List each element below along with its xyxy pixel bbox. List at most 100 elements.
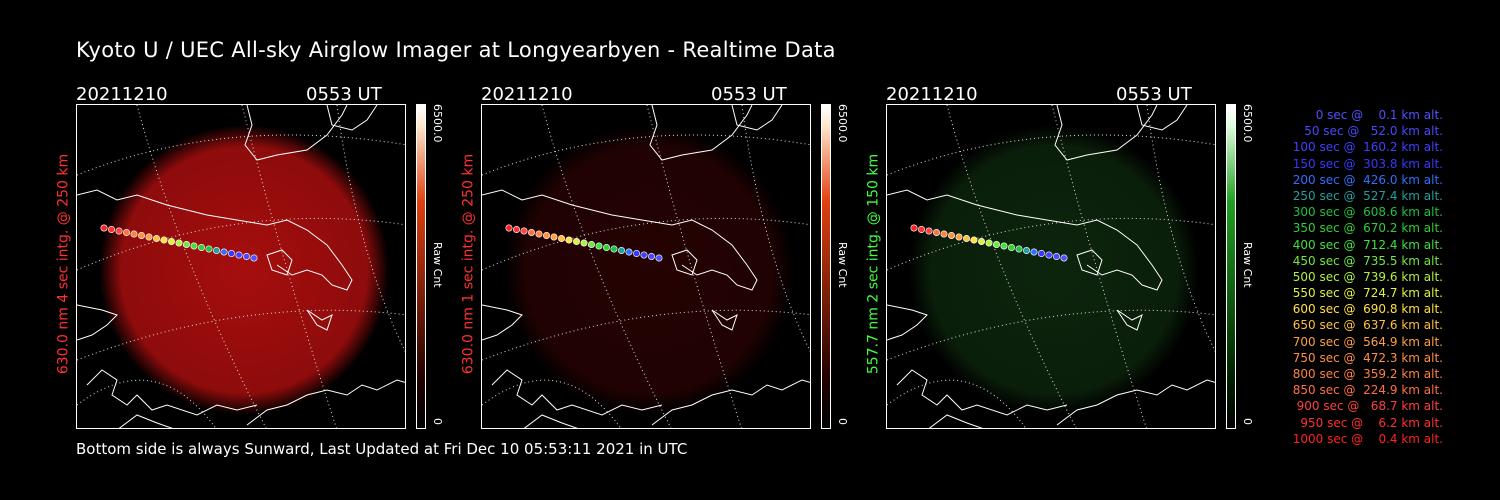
legend-row: 500 sec @ 739.6 km alt.: [1292, 269, 1443, 284]
panel-ylabel: 630.0 nm 1 sec intg. @ 250 km: [460, 153, 477, 375]
legend-row: 0 sec @ 0.1 km alt.: [1315, 108, 1443, 122]
colorbar: [821, 104, 831, 429]
trajectory-point: [175, 239, 183, 247]
trajectory-point: [925, 227, 933, 235]
trajectory-point: [198, 244, 206, 252]
panel-3: 20211210 0553 UT 557.7 nm 2 sec intg. @ …: [866, 84, 1500, 434]
trajectory-point: [1045, 251, 1053, 259]
coastline: [896, 369, 1068, 416]
panel-ylabel: 557.7 nm 2 sec intg. @ 150 km: [865, 153, 882, 375]
graticule-line: [77, 134, 405, 176]
trajectory-legend: 0 sec @ 0.1 km alt. 50 sec @ 52.0 km alt.…: [1265, 108, 1443, 448]
trajectory-point: [137, 232, 145, 240]
coastline: [326, 105, 378, 131]
legend-row: 800 sec @ 359.2 km alt.: [1292, 367, 1443, 381]
sky-image: [76, 104, 406, 429]
coastline: [928, 414, 983, 428]
graticule-line: [482, 379, 622, 428]
trajectory-point: [1000, 242, 1008, 250]
legend-row: 200 sec @ 426.0 km alt.: [1292, 172, 1443, 187]
panel-2: 20211210 0553 UT 630.0 nm 1 sec intg. @ …: [461, 84, 1241, 434]
trajectory-point: [107, 226, 115, 234]
coastline: [266, 249, 293, 276]
trajectory-point: [145, 233, 153, 241]
graticule-line: [741, 105, 810, 353]
trajectory-point: [610, 245, 618, 253]
coastline: [711, 309, 738, 331]
coastline: [671, 249, 698, 276]
trajectory-point: [205, 245, 213, 253]
colorbar-min: 0: [836, 418, 849, 425]
sky-image: [481, 104, 811, 429]
coastline: [523, 414, 578, 428]
coastline: [1076, 249, 1103, 276]
sky-map-svg: [482, 105, 810, 428]
trajectory-point: [655, 254, 663, 262]
colorbar-title: Raw Cnt: [431, 242, 444, 288]
trajectory-point: [648, 253, 656, 261]
legend-row: 550 sec @ 724.7 km alt.: [1292, 286, 1443, 301]
panel-date: 20211210: [886, 84, 978, 105]
trajectory-point: [130, 230, 138, 238]
colorbar: [416, 104, 426, 429]
footer-note: Bottom side is always Sunward, Last Upda…: [76, 440, 688, 458]
graticule-line: [77, 379, 217, 428]
trajectory-point: [243, 253, 251, 261]
trajectory-point: [978, 238, 986, 246]
legend-row: 450 sec @ 735.5 km alt.: [1292, 253, 1443, 268]
colorbar-labels: 6500.0 Raw Cnt 0: [1240, 104, 1260, 429]
coastline: [86, 369, 258, 416]
trajectory-point: [932, 229, 940, 237]
trajectory-point: [1060, 254, 1068, 262]
trajectory-point: [168, 238, 176, 246]
graticule-line: [136, 105, 267, 428]
coastline: [649, 105, 753, 161]
coastline: [651, 379, 810, 426]
graticule-line: [887, 379, 1027, 428]
trajectory-point: [603, 244, 611, 252]
trajectory-point: [550, 233, 558, 241]
colorbar-labels: 6500.0 Raw Cnt 0: [430, 104, 450, 429]
graticule-line: [336, 105, 405, 353]
legend-row: 250 sec @ 527.4 km alt.: [1292, 188, 1443, 203]
coastline: [491, 369, 663, 416]
trajectory-point: [1023, 247, 1031, 255]
graticule-line: [482, 134, 810, 176]
panel-time: 0553 UT: [306, 84, 382, 105]
colorbar: [1226, 104, 1236, 429]
legend-row: 850 sec @ 224.9 km alt.: [1292, 383, 1443, 398]
trajectory-point: [520, 227, 528, 235]
trajectory-point: [917, 226, 925, 234]
coastline: [482, 304, 523, 341]
coastline: [482, 189, 758, 291]
trajectory-point: [535, 230, 543, 238]
colorbar-max: 6500.0: [1241, 104, 1254, 143]
colorbar-min: 0: [431, 418, 444, 425]
trajectory-point: [235, 251, 243, 259]
legend-row: 100 sec @ 160.2 km alt.: [1292, 140, 1443, 155]
legend-row: 900 sec @ 68.7 km alt.: [1296, 399, 1443, 414]
coastline: [1054, 105, 1158, 161]
legend-row: 350 sec @ 670.2 km alt.: [1292, 221, 1443, 236]
panel-ylabel: 630.0 nm 4 sec intg. @ 250 km: [55, 153, 72, 375]
trajectory-point: [565, 236, 573, 244]
trajectory-point: [1030, 248, 1038, 256]
graticule-line: [887, 134, 1215, 176]
trajectory-point: [618, 247, 626, 255]
trajectory-point: [595, 242, 603, 250]
colorbar-max: 6500.0: [836, 104, 849, 143]
coastline: [887, 189, 1163, 291]
trajectory-point: [122, 229, 130, 237]
trajectory-point: [970, 236, 978, 244]
graticule-line: [541, 105, 672, 428]
airglow-disk: [99, 125, 389, 415]
graticule-line: [1051, 105, 1147, 428]
trajectory-point: [633, 250, 641, 258]
sky-map-svg: [887, 105, 1215, 428]
trajectory-point: [1008, 244, 1016, 252]
legend-row: 950 sec @ 6.2 km alt.: [1300, 415, 1443, 430]
trajectory-point: [100, 224, 108, 232]
legend-row: 700 sec @ 564.9 km alt.: [1292, 334, 1443, 349]
graticule-line: [887, 217, 1215, 271]
graticule-line: [241, 105, 337, 428]
